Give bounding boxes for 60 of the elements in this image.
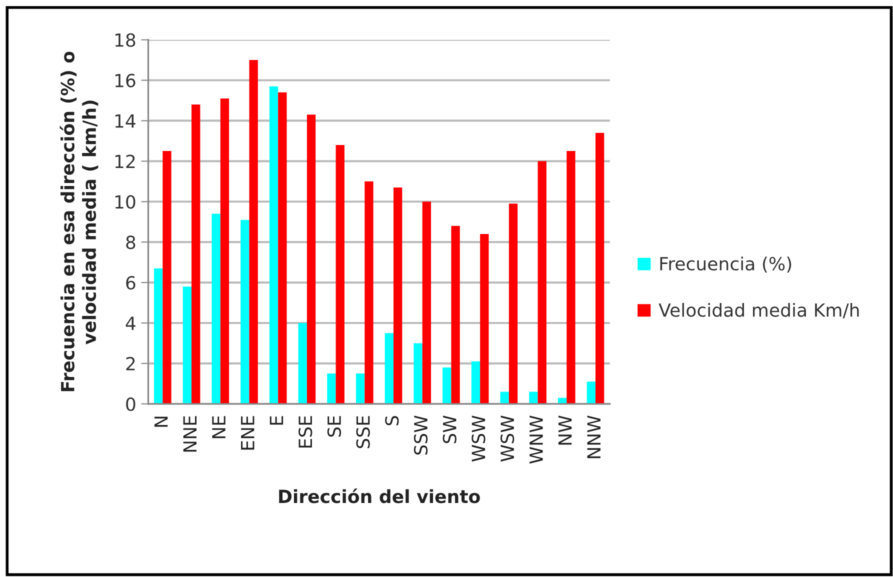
y-tick-label: 16 xyxy=(115,74,136,88)
y-tick-label: 6 xyxy=(126,276,136,290)
x-tick-label: NNE xyxy=(183,416,197,452)
x-tick-label: NW xyxy=(558,416,572,445)
bar xyxy=(249,60,258,404)
y-tick-label: 8 xyxy=(126,236,136,250)
bar xyxy=(595,132,604,404)
y-tick-label: 10 xyxy=(115,195,136,209)
bar xyxy=(414,343,422,404)
x-tick-label: NE xyxy=(212,416,226,438)
bar xyxy=(394,187,402,404)
bar xyxy=(162,151,172,404)
bar xyxy=(212,214,220,404)
x-tick-label: WSW xyxy=(472,416,486,462)
bar xyxy=(356,374,365,404)
bar xyxy=(327,374,336,404)
x-tick-label: SW xyxy=(442,416,456,444)
bar xyxy=(442,367,452,404)
x-axis-title: Dirección del viento xyxy=(279,488,480,504)
x-tick-label: N xyxy=(154,416,168,427)
bar xyxy=(192,104,200,404)
bar xyxy=(538,161,546,404)
bar xyxy=(471,361,480,404)
x-tick-label: ENE xyxy=(241,416,254,450)
x-tick-label: E xyxy=(270,416,284,425)
legend-label: Velocidad media Km/h xyxy=(658,302,859,318)
y-tick-label: 4 xyxy=(126,316,136,330)
bar xyxy=(384,333,394,404)
bar xyxy=(566,151,576,404)
bar xyxy=(269,86,278,404)
bar xyxy=(240,220,250,404)
x-tick-label: WNW xyxy=(530,416,543,464)
bar xyxy=(298,322,307,404)
bar xyxy=(182,286,192,404)
bar xyxy=(529,392,538,404)
y-tick-label: 2 xyxy=(126,356,135,370)
bar xyxy=(336,144,344,404)
bar xyxy=(306,114,316,404)
bar xyxy=(586,382,596,404)
y-tick-label: 18 xyxy=(115,33,136,47)
x-tick-label: ESE xyxy=(298,416,312,448)
y-tick-label: 0 xyxy=(126,397,136,412)
bar xyxy=(480,234,489,404)
y-axis-title: Frecuencia en esa dirección (%) o velocidad media ( km/h) xyxy=(60,52,98,392)
y-tick-label: 14 xyxy=(115,114,136,128)
legend-label: Frecuencia (%) xyxy=(660,256,792,273)
x-tick-label: SSE xyxy=(356,416,370,448)
x-tick-label: NNW xyxy=(587,416,600,458)
y-tick-label: 12 xyxy=(115,154,135,168)
x-tick-label: S xyxy=(385,416,399,426)
bar xyxy=(220,98,230,404)
bar xyxy=(508,204,518,404)
bar xyxy=(364,181,374,404)
bar xyxy=(278,92,287,404)
bar xyxy=(154,268,163,404)
bar xyxy=(422,202,432,404)
bar xyxy=(451,226,460,404)
x-tick-label: WSW xyxy=(500,416,514,462)
x-tick-label: SSW xyxy=(414,416,428,455)
x-tick-label: SE xyxy=(327,416,342,437)
